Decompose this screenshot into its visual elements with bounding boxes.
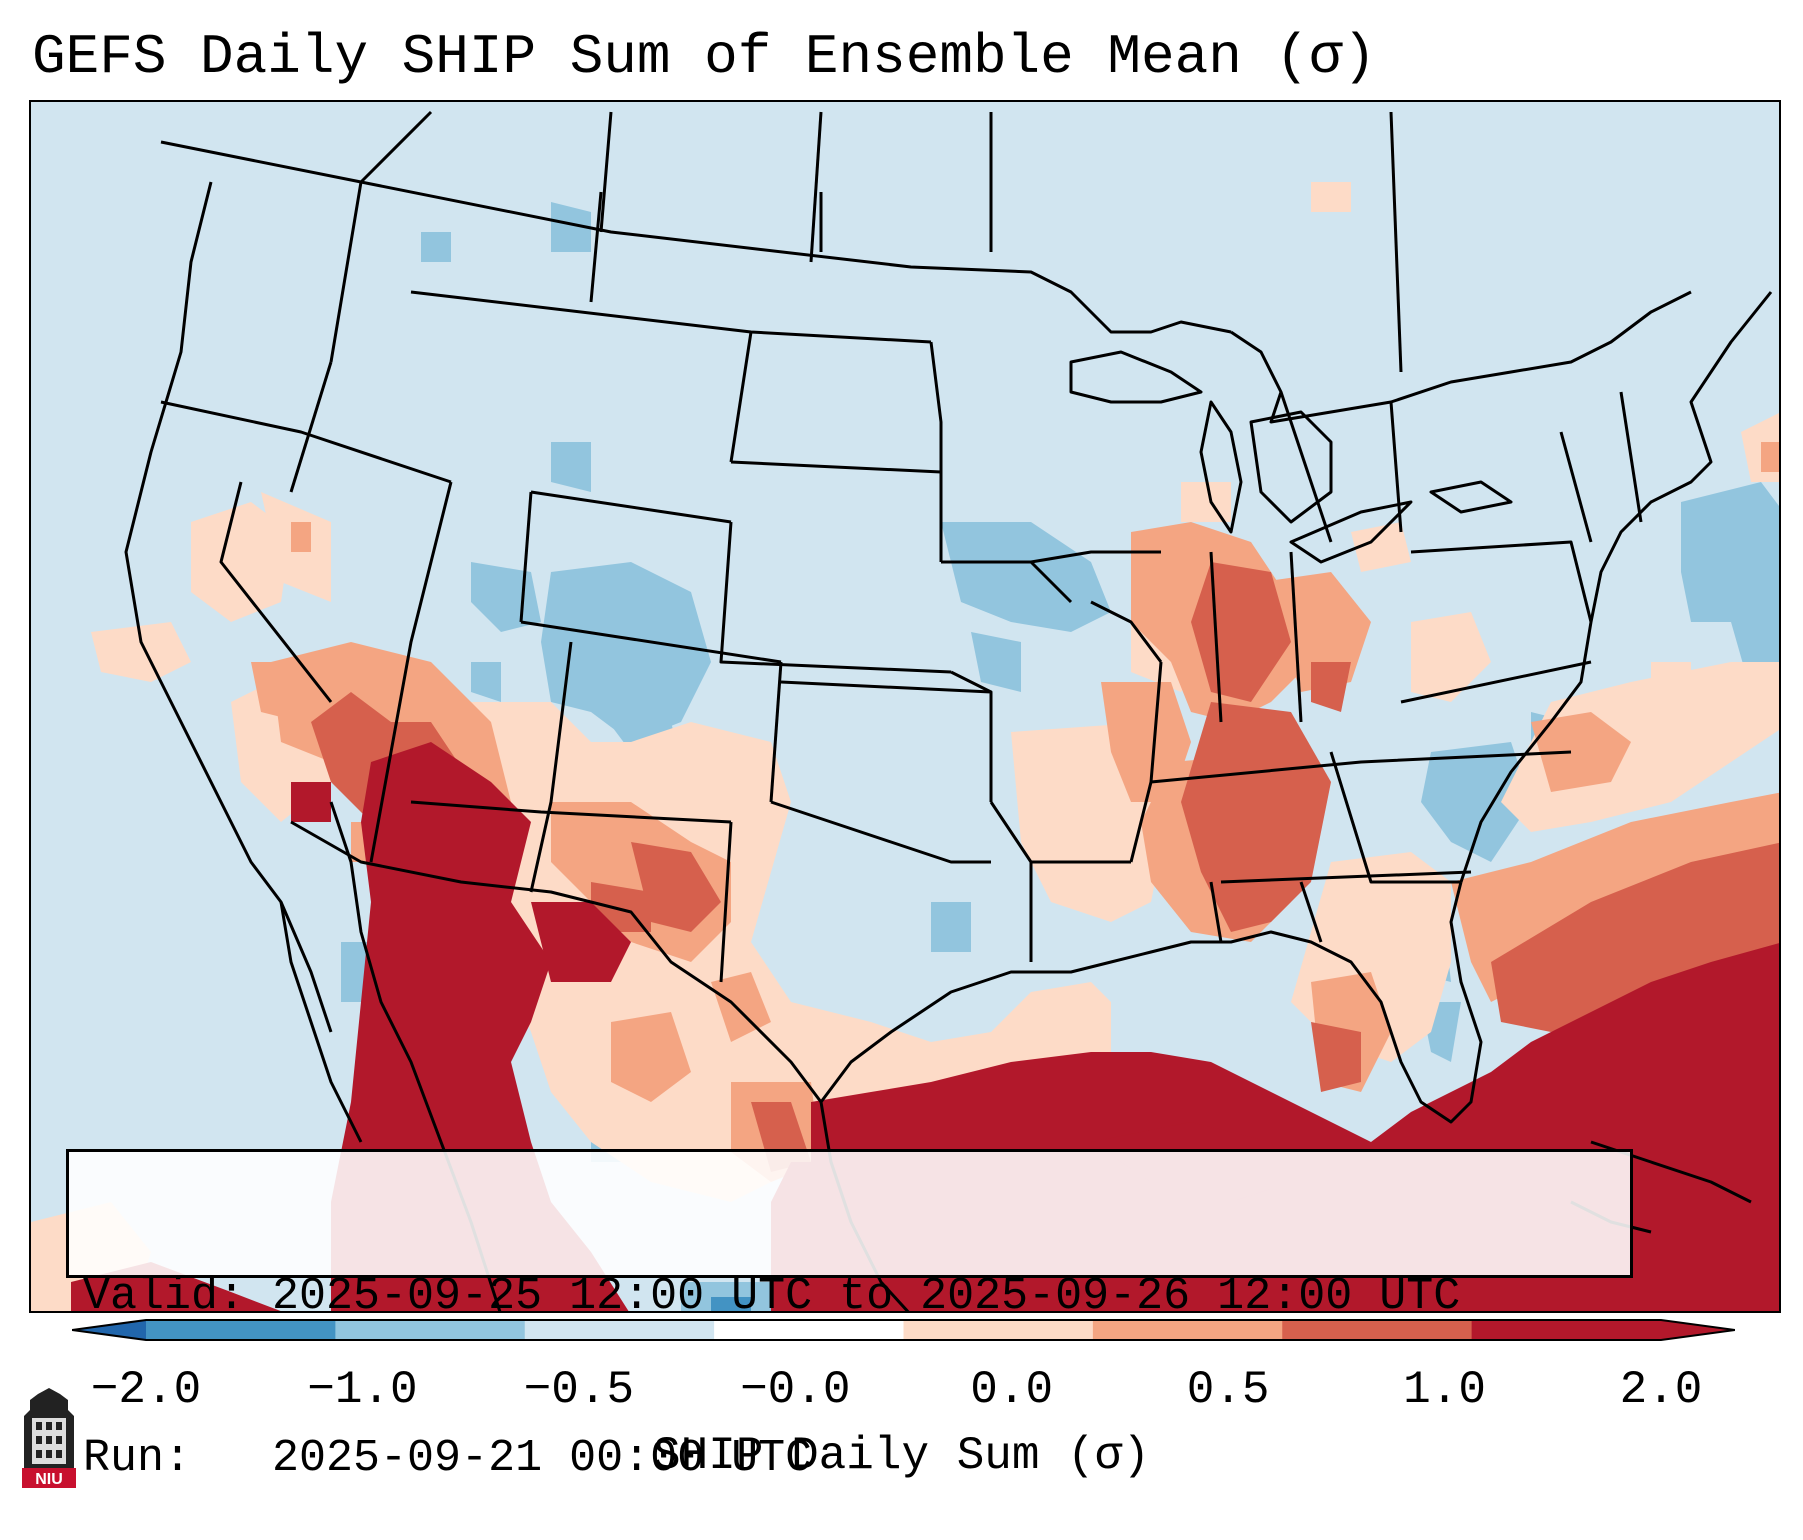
colorbar-extend-high [1661,1320,1735,1340]
map-canvas [31,102,1779,1311]
colorbar-tick-label: 1.0 [1403,1364,1486,1416]
colorbar-tick-label: 2.0 [1619,1364,1703,1416]
negative-anomaly-core [711,1297,751,1311]
colorbar-tick-label: −1.0 [307,1364,418,1416]
colorbar-segment [1471,1320,1662,1340]
colorbar-segment [335,1320,526,1340]
colorbar-outline [72,1319,1735,1341]
colorbar-tick-label: 0.0 [970,1364,1054,1416]
colorbar [72,1319,1735,1341]
run-time-text: Run: 2025-09-21 00:00 UTC [83,1433,813,1484]
colorbar-label: SHIP Daily Sum (σ) [653,1430,1150,1482]
colorbar-tick-label: −0.0 [740,1364,851,1416]
colorbar-tick-label: −2.0 [90,1364,202,1416]
valid-time-text: Valid: 2025-09-25 12:00 UTC to 2025-09-2… [83,1271,1461,1322]
colorbar-segment [903,1320,1094,1340]
chart-title: GEFS Daily SHIP Sum of Ensemble Mean (σ) [32,25,1377,89]
colorbar-segments [72,1320,1735,1340]
colorbar-segment [146,1320,336,1340]
colorbar-extend-low [72,1320,146,1340]
colorbar-tick-label: −0.5 [523,1364,635,1416]
political-boundaries [124,110,1773,1311]
niu-logo: NIU [22,1388,76,1488]
validity-info-box: Valid: 2025-09-25 12:00 UTC to 2025-09-2… [66,1149,1633,1484]
niu-logo-text: NIU [35,1471,63,1488]
colorbar-segment [1282,1320,1473,1340]
colorbar-tick-label: 0.5 [1186,1364,1270,1416]
colorbar-segment [1092,1320,1283,1340]
map-panel [29,100,1781,1313]
colorbar-segment [714,1320,904,1340]
colorbar-segment [524,1320,715,1340]
